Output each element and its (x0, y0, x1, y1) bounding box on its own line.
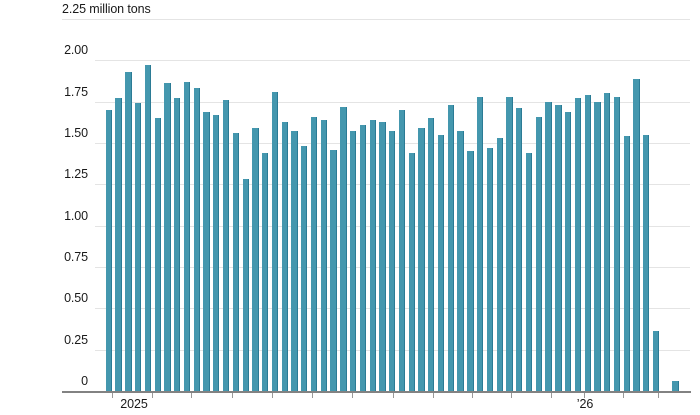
x-axis-month-tick (550, 392, 552, 398)
bar (281, 121, 288, 391)
bar (291, 131, 298, 391)
x-axis-month-tick (472, 392, 473, 398)
y-axis-tick-label: 2.00 (64, 43, 88, 58)
y-axis-tick-label: 0.50 (64, 291, 88, 306)
bar (252, 128, 259, 391)
bar (672, 381, 679, 391)
bar (584, 95, 591, 391)
bar (340, 106, 347, 391)
bar (310, 116, 318, 391)
bar (447, 104, 455, 391)
bar (437, 134, 445, 391)
bar (379, 121, 386, 391)
bar (301, 146, 308, 391)
x-axis-month-tick (511, 392, 513, 398)
x-axis-month-tick (311, 392, 313, 398)
y-axis-tick-label: 1.00 (64, 208, 88, 223)
bar (350, 131, 357, 391)
bar (144, 65, 152, 391)
bar (262, 152, 269, 391)
bar (467, 151, 474, 391)
x-axis-month-tick (151, 392, 153, 398)
bar (271, 91, 279, 391)
gridline-2-25 (62, 19, 690, 20)
bar (477, 96, 484, 391)
bar (125, 71, 132, 391)
bar (516, 108, 523, 391)
bar (330, 149, 337, 391)
gridline-2.00 (95, 60, 690, 62)
bar (525, 152, 533, 391)
bar (174, 98, 181, 391)
bar (633, 78, 640, 391)
bar (213, 114, 220, 391)
bar (154, 118, 161, 391)
bar (389, 131, 396, 391)
x-axis-month-tick (351, 392, 353, 398)
x-axis-month-tick (393, 392, 395, 398)
x-axis-month-tick (623, 392, 625, 398)
y-axis-tick-label: 1.75 (64, 84, 88, 99)
bar (193, 88, 200, 391)
bar (574, 98, 582, 391)
x-axis-month-tick (191, 392, 192, 398)
bar (652, 331, 660, 391)
bar (242, 179, 249, 391)
y-axis-tick-label: 0 (81, 374, 88, 388)
bar (164, 83, 171, 391)
bar (555, 104, 562, 391)
bar (115, 98, 122, 391)
bar (183, 81, 191, 391)
bar (428, 118, 435, 391)
gridline-1.75 (95, 101, 690, 103)
x-axis-month-tick (432, 392, 434, 398)
y-axis-tick-label: 0.25 (64, 332, 88, 347)
x-axis-month-tick (112, 392, 113, 398)
y-axis-unit-label: 2.25 million tons (62, 2, 151, 16)
bar (545, 101, 552, 391)
bar (535, 116, 542, 391)
bar (232, 133, 240, 391)
x-axis-line (62, 391, 691, 393)
bar (564, 111, 572, 391)
x-axis-month-tick (271, 392, 273, 398)
bar (594, 101, 601, 391)
y-axis-tick-label: 1.25 (64, 167, 88, 182)
x-axis-month-tick (232, 392, 234, 398)
x-axis-month-tick (658, 392, 659, 398)
y-axis-tick-label: 1.50 (64, 126, 88, 140)
bar (222, 100, 230, 391)
bar (320, 119, 327, 391)
bar (369, 119, 376, 391)
bar (359, 124, 367, 391)
bar (604, 93, 611, 391)
bar (496, 138, 503, 391)
bar (203, 111, 210, 391)
y-axis-tick-label: 0.75 (64, 250, 88, 264)
bar (418, 128, 425, 391)
bar (457, 131, 464, 391)
bar (408, 152, 415, 391)
bar (623, 136, 630, 391)
bar (105, 109, 112, 391)
x-axis-year-label-2025: 2025 (120, 397, 148, 411)
x-axis-month-tick (584, 392, 585, 398)
bar (613, 96, 621, 391)
bar (643, 134, 650, 391)
bar (135, 103, 142, 391)
bar (486, 147, 494, 391)
bar (506, 96, 513, 391)
bar (398, 109, 406, 391)
x-axis-year-label-26: ’26 (576, 397, 594, 411)
